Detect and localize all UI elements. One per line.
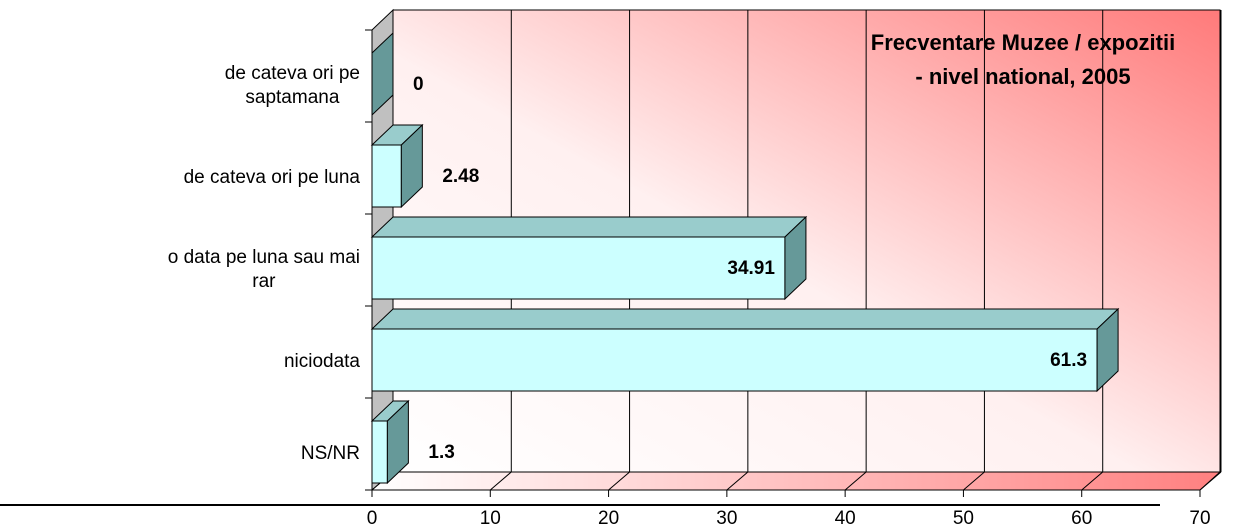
chart-title-line-1: Frecventare Muzee / expozitii (871, 30, 1175, 55)
bar-side-face (784, 215, 807, 301)
x-tick-label: 30 (716, 508, 737, 528)
floor-gridline (726, 471, 749, 491)
floor-gridline (608, 471, 630, 491)
floor-gridline (1081, 471, 1104, 491)
bar (370, 307, 1120, 393)
x-tick-label: 60 (1071, 508, 1092, 528)
value-labels: 0 2.48 34.91 61.3 1.3 (413, 74, 1087, 463)
category-label: de cateva ori pe luna (184, 167, 361, 188)
value-label: 2.48 (442, 166, 479, 187)
chart-title: Frecventare Muzee / expozitii - nivel na… (871, 30, 1175, 89)
category-label: de cateva ori pe (225, 63, 360, 84)
y-axis-ticks (365, 29, 372, 491)
bar (370, 215, 808, 301)
bars (370, 31, 1120, 485)
x-tick-label: 50 (953, 508, 974, 528)
category-label: o data pe luna sau mai (168, 247, 360, 268)
bar-front-face (371, 328, 1098, 392)
bar-top-face (370, 308, 1120, 330)
floor-gridline (963, 471, 985, 491)
bar-side-face (386, 399, 409, 485)
x-tick-label: 10 (480, 508, 501, 528)
floor-gridline (489, 471, 512, 491)
bar-front-face (371, 420, 388, 484)
value-label: 61.3 (1050, 350, 1087, 371)
value-label: 0 (413, 74, 424, 95)
x-tick-label: 20 (598, 508, 619, 528)
bar-side-face (371, 31, 394, 117)
category-label: NS/NR (301, 443, 360, 464)
category-labels: de cateva ori pe saptamana de cateva ori p… (168, 63, 361, 464)
bar-side-face (400, 123, 423, 209)
floor-gridline (844, 471, 867, 491)
x-tick-label: 40 (835, 508, 856, 528)
category-label: rar (252, 271, 276, 292)
bar-side-face (1096, 307, 1119, 393)
bar (371, 31, 394, 117)
bar (370, 399, 410, 485)
value-label: 1.3 (428, 442, 454, 463)
bar (370, 123, 424, 209)
bar-front-face (371, 144, 402, 208)
bar-front-face (371, 236, 786, 300)
floor-gridline (1199, 471, 1222, 491)
category-label: niciodata (284, 351, 360, 372)
x-axis-ticks: 0 10 20 30 40 50 60 70 (367, 490, 1211, 528)
value-label: 34.91 (727, 258, 775, 279)
chart-title-line-2: - nivel national, 2005 (915, 64, 1130, 89)
x-tick-label: 0 (367, 508, 378, 528)
bar-top-face (370, 216, 808, 238)
x-tick-label: 70 (1189, 508, 1210, 528)
category-label: saptamana (245, 87, 339, 108)
